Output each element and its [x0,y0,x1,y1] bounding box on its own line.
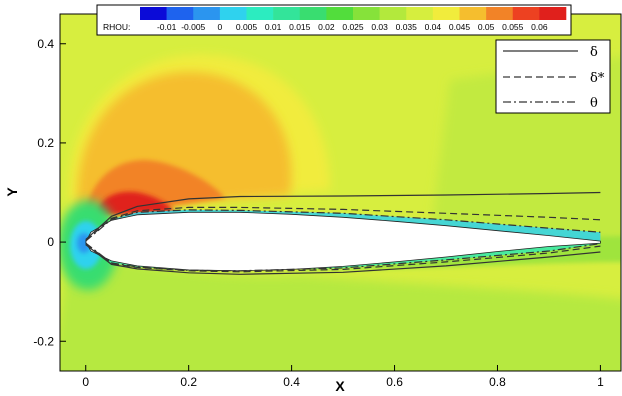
series-0-upper [85,191,601,241]
colorbar-level-label: 0.02 [318,22,335,32]
colorbar-level-label: -0.01 [157,22,177,32]
colorbar-swatch [246,7,274,20]
y-tick-label: -0.2 [33,334,54,348]
colorbar-variable-label: RHOU: [103,22,130,32]
x-tick-label: 0 [82,375,89,389]
colorbar-level-label: 0.045 [449,22,471,32]
series-2-lower [85,242,601,272]
colorbar-swatch [326,7,354,20]
x-tick-label: 1 [597,375,604,389]
colorbar-level-label: 0.06 [531,22,548,32]
colorbar-level-label: 0 [218,22,223,32]
colorbar-swatch [512,7,540,20]
colorbar-level-label: 0.055 [502,22,524,32]
colorbar-swatch [140,7,167,20]
colorbar-swatch [486,7,514,20]
legend-label-delta-star: δ* [590,71,605,86]
boundary-layer-upper [85,209,601,243]
series-0-lower [85,244,601,275]
colorbar-level-label: 0.035 [396,22,418,32]
colorbar-swatch [353,7,380,20]
y-tick-label: 0 [47,235,54,249]
legend-label-theta: θ [590,96,598,111]
colorbar-level-label: 0.025 [342,22,364,32]
colorbar-level-label: 0.005 [236,22,258,32]
colorbar-swatch [432,7,460,20]
colorbar-swatches [140,7,567,20]
y-tick-label: 0.4 [37,37,54,51]
legend: δ δ* θ [495,39,611,114]
colorbar-swatch [406,7,434,20]
boundary-layer-series [85,191,601,275]
legend-label-delta: δ [590,45,598,60]
colorbar-level-label: 0.01 [265,22,282,32]
colorbar-swatch [219,7,247,20]
colorbar-level-label: 0.04 [425,22,442,32]
x-tick-label: 0.4 [283,375,300,389]
colorbar-swatch [273,7,301,20]
colorbar-swatch [166,7,194,20]
series-2-upper [85,209,601,242]
field-lower-region [60,250,621,371]
colorbar-swatch [193,7,221,20]
colorbar-level-label: 0.015 [289,22,311,32]
colorbar-swatch [539,7,567,20]
y-axis-ticks: -0.2 0 0.2 0.4 [33,37,66,348]
colorbar-level-label: 0.05 [478,22,495,32]
colorbar-level-label: -0.005 [181,22,205,32]
y-axis-label: Y [4,187,20,197]
x-axis-ticks: 0 0.2 0.4 0.6 0.8 1 [82,365,604,389]
x-tick-label: 0.2 [180,375,197,389]
colorbar-level-label: 0.03 [371,22,388,32]
x-axis-label: X [335,378,345,394]
colorbar: RHOU: -0.01 -0.005 0 0.005 0.01 0.015 0.02 0.02… [96,4,572,36]
colorbar-swatch [379,7,407,20]
y-tick-label: 0.2 [37,136,54,150]
x-tick-label: 0.6 [386,375,403,389]
colorbar-labels: -0.01 -0.005 0 0.005 0.01 0.015 0.02 0.025 0.03 0… [157,22,548,32]
colorbar-swatch [299,7,327,20]
colorbar-swatch [459,7,487,20]
x-tick-label: 0.8 [489,375,506,389]
